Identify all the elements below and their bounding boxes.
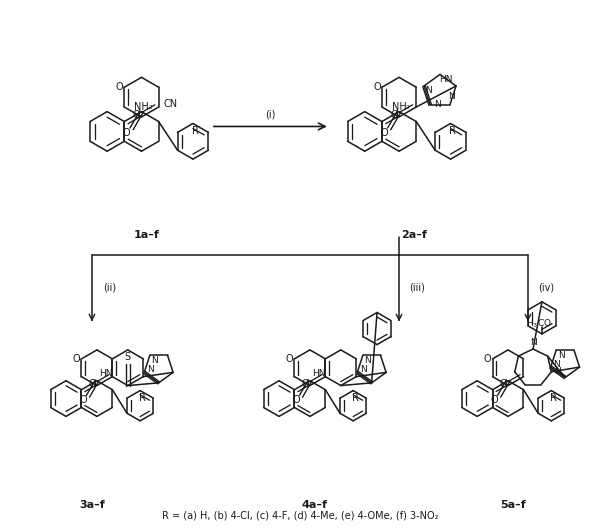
Text: O: O: [380, 128, 388, 138]
Text: O: O: [73, 354, 80, 364]
Text: 2a–f: 2a–f: [401, 231, 427, 240]
Text: O: O: [391, 110, 398, 120]
Text: H$_3$CO: H$_3$CO: [526, 318, 552, 330]
Text: N: N: [530, 338, 536, 347]
Text: N: N: [425, 86, 433, 95]
Text: (iv): (iv): [538, 282, 554, 292]
Text: O: O: [123, 128, 130, 138]
Text: $_2$: $_2$: [406, 102, 410, 111]
Text: N: N: [553, 359, 560, 368]
Text: NH: NH: [392, 102, 406, 112]
Text: R = (a) H, (b) 4-Cl, (c) 4-F, (d) 4-Me, (e) 4-OMe, (f) 3-NO₂: R = (a) H, (b) 4-Cl, (c) 4-F, (d) 4-Me, …: [162, 510, 438, 520]
Text: HN: HN: [98, 369, 112, 378]
Text: R: R: [191, 127, 199, 136]
Text: N: N: [554, 367, 560, 376]
Text: O: O: [499, 379, 507, 388]
Text: N: N: [147, 365, 154, 374]
Text: O: O: [116, 82, 123, 92]
Text: O: O: [79, 395, 87, 405]
Text: R: R: [449, 127, 456, 136]
Text: $_2$: $_2$: [148, 102, 153, 111]
Text: O: O: [490, 395, 498, 405]
Text: S: S: [125, 352, 131, 362]
Text: O: O: [292, 395, 300, 405]
Text: 3a–f: 3a–f: [79, 500, 105, 510]
Text: O: O: [133, 110, 140, 120]
Text: (iii): (iii): [409, 282, 425, 292]
Text: 4a–f: 4a–f: [302, 500, 328, 510]
Text: CN: CN: [163, 99, 178, 109]
Text: HN: HN: [311, 369, 325, 378]
Text: O: O: [373, 82, 381, 92]
Text: O: O: [88, 379, 96, 388]
Text: (ii): (ii): [103, 282, 116, 292]
Text: O: O: [484, 354, 491, 364]
Text: R: R: [550, 393, 557, 403]
Text: NH: NH: [134, 102, 149, 112]
Text: HN: HN: [439, 75, 453, 84]
Text: R: R: [352, 393, 359, 403]
Text: N: N: [360, 365, 367, 374]
Text: N: N: [434, 100, 440, 109]
Text: N: N: [558, 350, 565, 359]
Text: R: R: [139, 393, 146, 403]
Text: O: O: [301, 379, 309, 388]
Text: (i): (i): [265, 110, 275, 120]
Text: 5a–f: 5a–f: [500, 500, 526, 510]
Text: N: N: [364, 356, 371, 365]
Text: N: N: [151, 356, 158, 365]
Text: N: N: [449, 92, 455, 101]
Text: O: O: [286, 354, 293, 364]
Text: 1a–f: 1a–f: [133, 231, 160, 240]
